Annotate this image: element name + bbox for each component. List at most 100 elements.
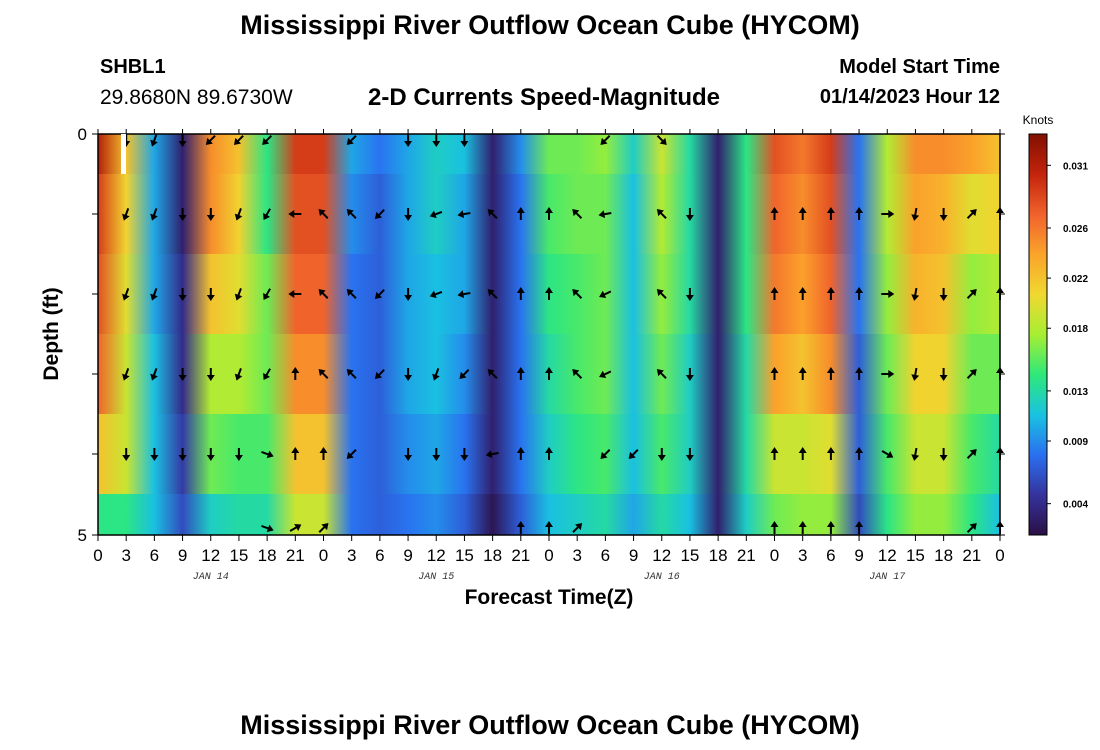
x-tick-label: 21 — [962, 546, 981, 565]
x-tick-label: 0 — [319, 546, 328, 565]
current-arrow — [600, 449, 611, 459]
current-arrow — [545, 287, 553, 300]
current-arrow — [457, 210, 471, 219]
current-arrow — [429, 290, 443, 299]
x-tick-label: 21 — [286, 546, 305, 565]
current-arrow — [234, 448, 243, 461]
current-arrow — [770, 287, 779, 300]
x-tick-label: 15 — [229, 546, 248, 565]
x-tick-label: 6 — [150, 546, 159, 565]
current-arrow — [261, 450, 274, 459]
current-arrow — [150, 134, 158, 147]
current-arrow — [487, 289, 498, 299]
current-arrow — [685, 208, 694, 221]
colorbar-tick-label: 0.013 — [1063, 387, 1088, 398]
current-arrow — [404, 288, 413, 301]
colorbar-tick-label: 0.031 — [1063, 161, 1088, 172]
x-tick-label: 0 — [93, 546, 102, 565]
current-arrow — [234, 208, 243, 221]
x-axis-label: Forecast Time(Z) — [465, 586, 634, 609]
x-tick-label: 12 — [201, 546, 220, 565]
current-arrow — [600, 135, 611, 145]
station-coords: 29.8680N 89.6730W — [100, 86, 293, 109]
current-arrow — [404, 368, 413, 381]
current-arrow — [205, 135, 216, 145]
colorbar-tick-label: 0.026 — [1063, 224, 1088, 235]
current-arrow — [263, 208, 271, 221]
current-arrow — [432, 448, 441, 461]
current-arrow — [966, 369, 977, 379]
current-arrow — [685, 288, 694, 301]
current-arrow — [178, 208, 187, 221]
current-arrow — [881, 290, 895, 298]
y-tick-label: 5 — [78, 526, 87, 545]
current-arrow — [374, 369, 385, 379]
current-arrow — [346, 209, 357, 219]
current-arrow — [178, 134, 187, 147]
current-arrow — [288, 290, 302, 298]
model-start-value: 01/14/2023 Hour 12 — [819, 86, 1000, 108]
current-arrow — [911, 447, 920, 461]
current-arrow — [346, 449, 357, 459]
current-arrow — [374, 209, 385, 219]
x-tick-label: 15 — [455, 546, 474, 565]
current-arrow — [656, 369, 667, 379]
current-arrow — [656, 289, 667, 299]
x-tick-label: 18 — [934, 546, 953, 565]
current-arrow — [855, 287, 864, 300]
x-tick-label: 15 — [680, 546, 699, 565]
current-arrow — [150, 208, 158, 221]
date-label: JAN 16 — [644, 572, 680, 583]
current-arrow — [318, 523, 329, 533]
x-tick-label: 18 — [483, 546, 502, 565]
heatmap-cells — [98, 134, 1000, 535]
current-arrow — [429, 210, 443, 219]
current-arrow — [457, 290, 471, 299]
colorbar-tick-label: 0.018 — [1063, 324, 1088, 335]
current-arrow — [770, 521, 779, 534]
chart-subtitle: 2-D Currents Speed-Magnitude — [368, 84, 721, 111]
current-arrow — [855, 521, 864, 534]
colorbar-unit-label: Knots — [1023, 113, 1054, 127]
colorbar: Knots 0.004 0.009 0.013 0.018 0.022 0.026 0.031 — [1023, 113, 1088, 536]
x-tick-label: 9 — [629, 546, 638, 565]
current-arrow — [911, 367, 920, 381]
current-arrow — [346, 135, 357, 145]
current-arrow — [459, 369, 470, 379]
current-arrow — [770, 207, 779, 220]
current-arrow — [572, 369, 583, 379]
current-arrow — [263, 288, 271, 301]
current-arrow — [150, 368, 158, 381]
current-arrow — [545, 207, 553, 220]
current-arrow — [939, 448, 948, 461]
colorbar-gradient — [1028, 133, 1048, 536]
x-tick-label: 9 — [854, 546, 863, 565]
current-arrow — [404, 448, 413, 461]
current-arrow — [770, 447, 779, 460]
current-arrow — [263, 368, 271, 381]
current-arrow — [178, 368, 187, 381]
current-arrow — [545, 447, 553, 460]
current-arrow — [487, 369, 498, 379]
x-tick-label: 12 — [878, 546, 897, 565]
current-arrow — [628, 449, 639, 459]
current-arrow — [826, 207, 835, 220]
footer-title: Mississippi River Outflow Ocean Cube (HY… — [240, 710, 860, 740]
current-arrow — [261, 524, 274, 533]
current-arrow — [939, 288, 948, 301]
current-arrow — [881, 450, 894, 458]
current-arrow — [516, 287, 525, 300]
missing-data-marker — [121, 134, 126, 174]
x-tick-label: 0 — [770, 546, 779, 565]
current-arrow — [966, 289, 977, 299]
current-arrow — [855, 207, 864, 220]
current-arrow — [599, 290, 612, 299]
current-arrow — [319, 447, 328, 460]
x-tick-label: 0 — [995, 546, 1004, 565]
current-arrows — [122, 134, 1004, 534]
current-arrow — [234, 288, 243, 301]
x-tick-label: 18 — [258, 546, 277, 565]
x-tick-label: 3 — [121, 546, 130, 565]
x-tick-label: 9 — [178, 546, 187, 565]
x-tick-label: 3 — [347, 546, 356, 565]
